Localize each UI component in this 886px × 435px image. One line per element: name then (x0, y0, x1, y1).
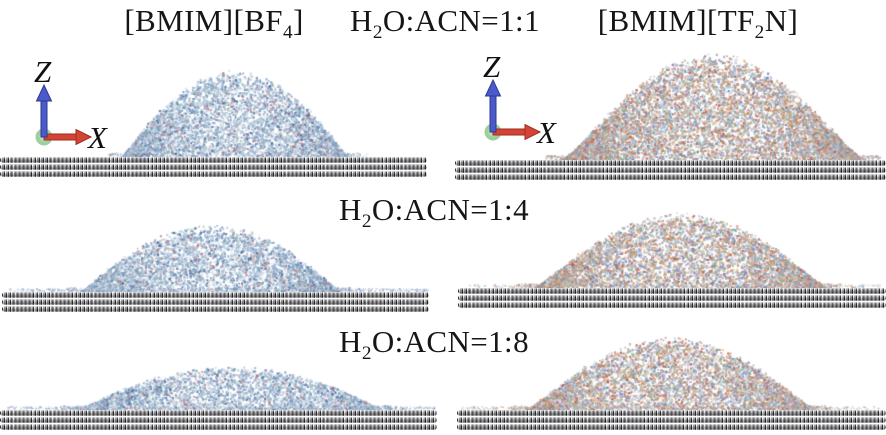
title-bmim-bf4: [BMIM][BF4] (124, 3, 303, 44)
substrate-rod (0, 417, 437, 423)
title-text: ] (292, 3, 304, 38)
droplet-mid-right (458, 207, 886, 289)
substrate-mid-left (2, 292, 429, 313)
z-arrow-shaft-icon (40, 98, 48, 138)
substrate-bottom-right (457, 410, 886, 431)
title-subscript: 2 (372, 22, 383, 44)
x-arrow-shaft-icon (43, 133, 78, 141)
title-text: O:ACN=1:1 (382, 3, 540, 38)
x-axis-label: X (537, 115, 556, 150)
droplet-top-left (0, 65, 427, 158)
z-axis-label: Z (483, 49, 501, 84)
title-text: [BMIM][TF (597, 3, 755, 38)
substrate-top-right (455, 160, 886, 181)
label-text: O:ACN=1:8 (371, 324, 529, 359)
label-ratio-1-8: H2O:ACN=1:8 (339, 324, 529, 365)
substrate-rod (455, 174, 886, 180)
substrate-rod (0, 410, 437, 416)
substrate-mid-right (458, 288, 886, 309)
substrate-rod (0, 157, 427, 163)
z-arrow-head-icon (484, 78, 502, 97)
axis-indicator-right: Z X (473, 49, 598, 157)
substrate-rod (457, 410, 886, 416)
label-ratio-1-4: H2O:ACN=1:4 (339, 192, 529, 233)
label-subscript: 2 (361, 343, 372, 365)
substrate-rod (0, 164, 427, 170)
droplet-top-right (455, 49, 886, 161)
title-ratio-1-1: H2O:ACN=1:1 (350, 3, 540, 44)
title-subscript: 2 (754, 22, 765, 44)
x-arrow-shaft-icon (492, 128, 527, 136)
label-text: H (339, 324, 362, 359)
x-arrow-head-icon (524, 123, 542, 141)
substrate-top-left (0, 157, 427, 178)
label-text: O:ACN=1:4 (371, 192, 529, 227)
z-arrow-shaft-icon (489, 93, 497, 133)
axis-arrows-icon (484, 78, 542, 141)
substrate-rod (2, 299, 429, 305)
substrate-rod (458, 295, 886, 301)
title-text: N] (764, 3, 799, 38)
x-arrow-head-icon (75, 128, 93, 146)
substrate-rod (455, 160, 886, 166)
title-subscript: 4 (282, 22, 293, 44)
label-text: H (339, 192, 362, 227)
droplet-mid-left (2, 218, 429, 293)
substrate-rod (457, 424, 886, 430)
substrate-rod (458, 288, 886, 294)
substrate-rod (2, 292, 429, 298)
substrate-rod (2, 306, 429, 312)
title-bmim-tf2n: [BMIM][TF2N] (598, 3, 798, 44)
substrate-rod (455, 167, 886, 173)
substrate-bottom-left (0, 410, 437, 431)
z-arrow-head-icon (35, 83, 53, 102)
z-axis-label: Z (34, 54, 52, 89)
substrate-rod (458, 302, 886, 308)
droplet-bottom-right (457, 331, 886, 411)
title-text: [BMIM][BF (124, 3, 283, 38)
droplet-bottom-left (0, 359, 437, 411)
label-subscript: 2 (361, 211, 372, 233)
substrate-rod (457, 417, 886, 423)
x-axis-label: X (88, 120, 107, 155)
axis-indicator-left: Z X (24, 54, 149, 162)
substrate-rod (0, 424, 437, 430)
axis-arrows-icon (35, 83, 93, 146)
substrate-rod (0, 171, 427, 177)
title-text: H (350, 3, 373, 38)
